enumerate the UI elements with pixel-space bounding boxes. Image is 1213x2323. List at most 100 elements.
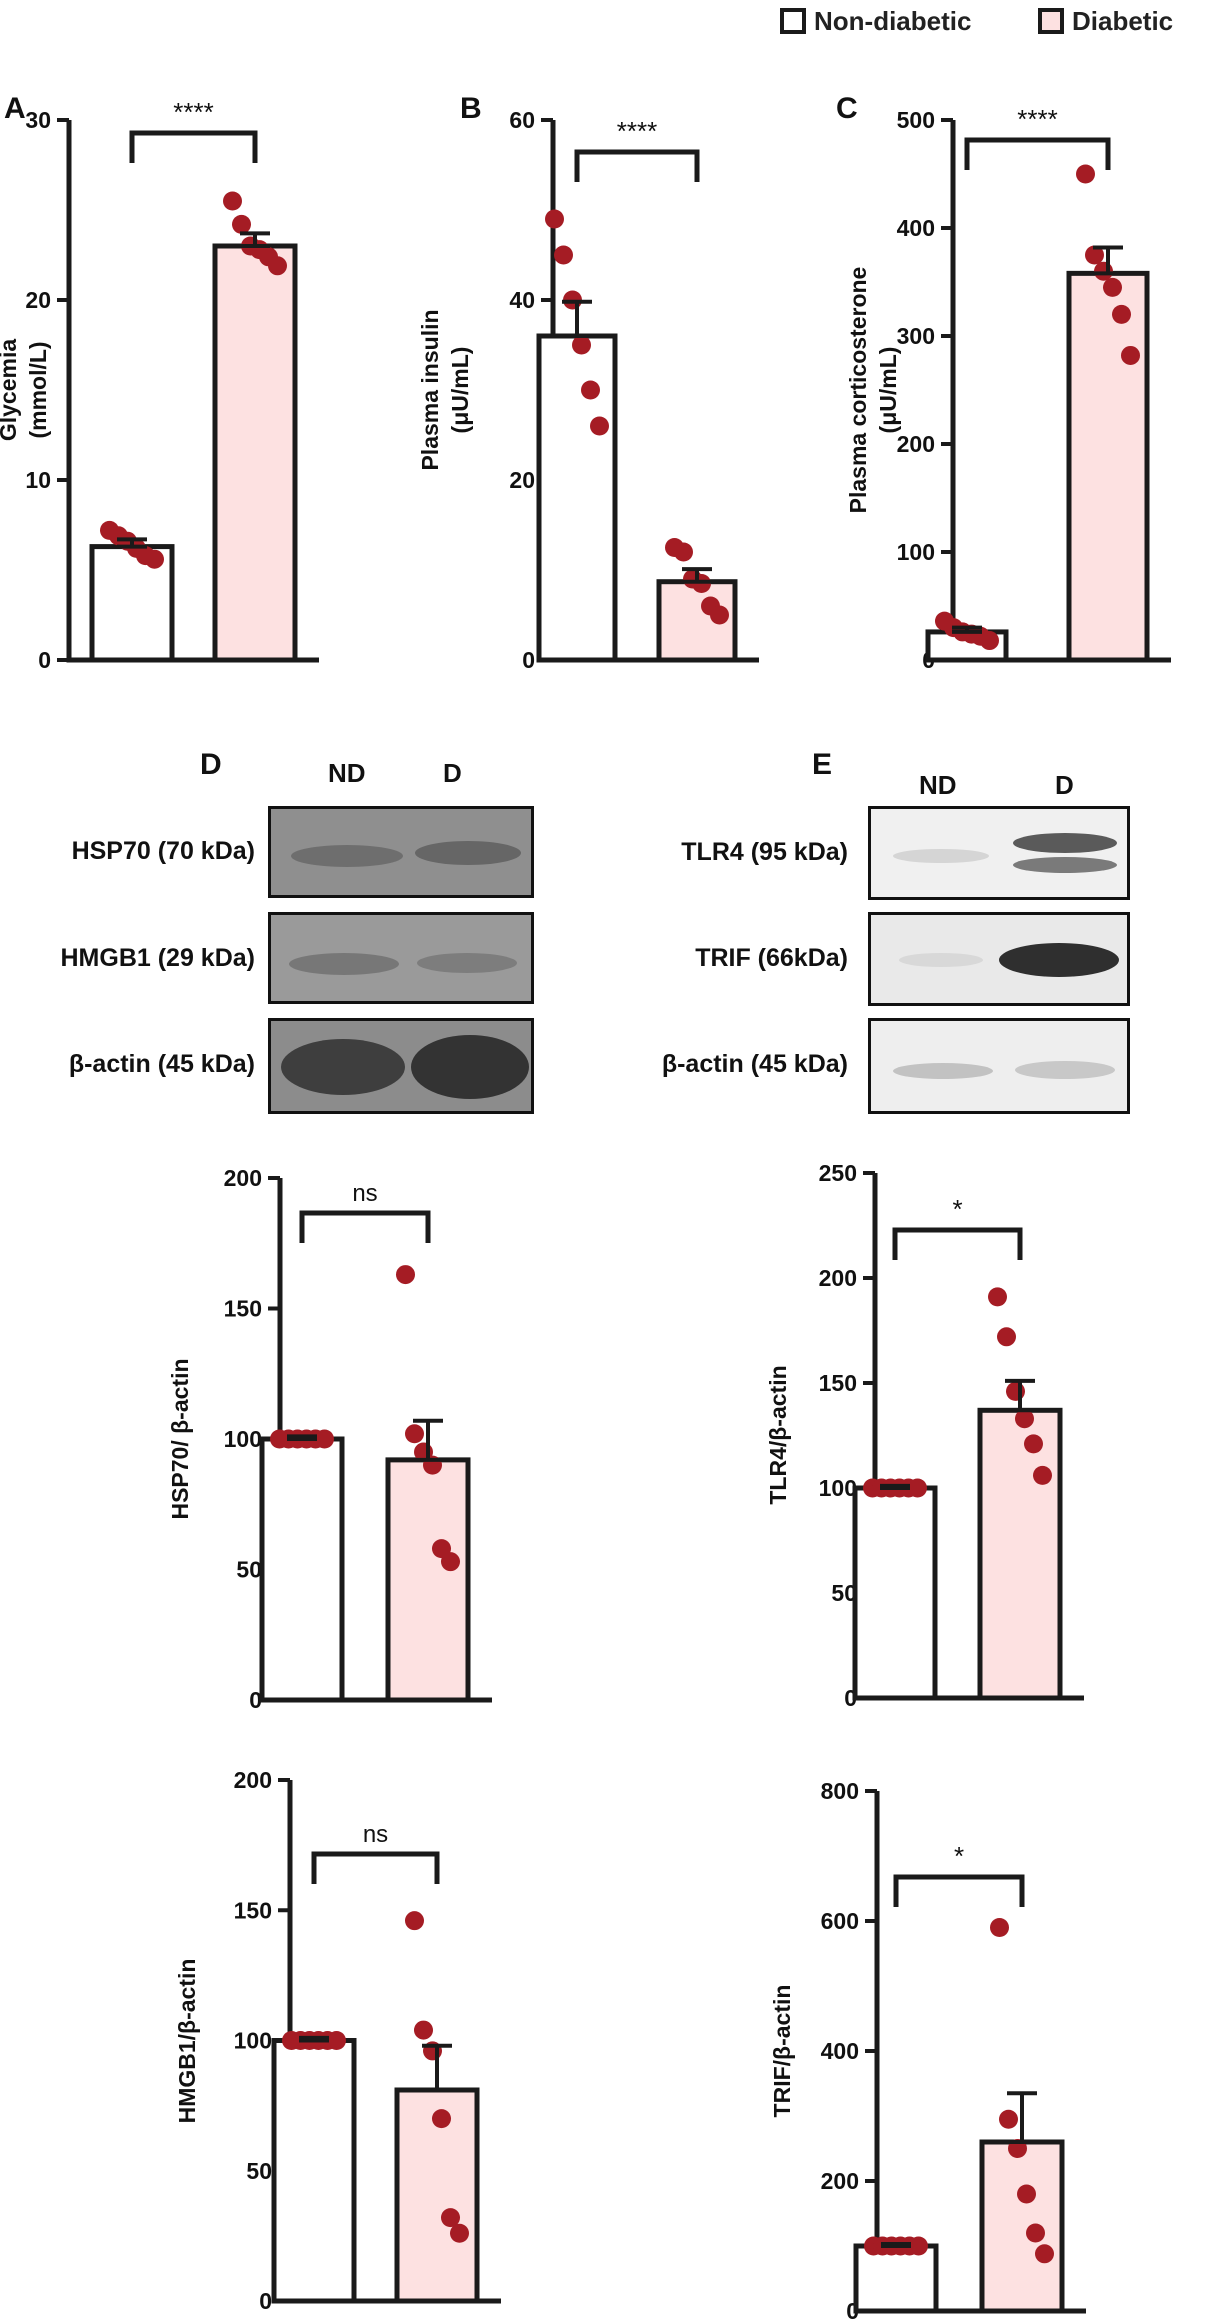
- legend-non-diabetic: Non-diabetic: [780, 4, 971, 38]
- y-axis-label-line-a-1: (mmol/L): [25, 341, 51, 438]
- blot-e-label-trif: TRIF (66kDa): [695, 944, 848, 972]
- y-tick-label-c-3: 300: [897, 323, 935, 349]
- diabetic-label: Diabetic: [1072, 5, 1174, 36]
- bar-tlr4-d: [977, 1407, 1063, 1701]
- bar-trif-d: [979, 2139, 1065, 2314]
- blot-e-actin-image: [868, 1018, 1130, 1114]
- bar-a-d: [212, 243, 298, 663]
- blot-d-hsp70-band-d: [415, 841, 521, 865]
- point-hsp70-nd-5: [315, 1429, 334, 1449]
- non-diabetic-label: Non-diabetic: [814, 5, 972, 36]
- significance-label-b: ****: [617, 116, 657, 146]
- point-a-d-0: [223, 191, 242, 211]
- blot-e-label-actin: β-actin (45 kDa): [661, 1050, 848, 1078]
- point-trif-d-4: [1026, 2223, 1045, 2243]
- point-hmgb1-d-0: [405, 1911, 424, 1931]
- significance-bracket-hmgb1: [311, 1851, 440, 1884]
- y-tick-label-a-2: 20: [25, 287, 51, 313]
- significance-label-hsp70: ns: [352, 1180, 377, 1207]
- blot-d-hsp70-band-nd: [291, 845, 403, 867]
- blot-d-lane-d: D: [443, 758, 462, 788]
- non-diabetic-swatch: [780, 8, 806, 34]
- y-tick-label-b-0: 0: [522, 647, 535, 673]
- point-hsp70-d-5: [441, 1552, 460, 1572]
- point-hmgb1-d-1: [414, 2020, 433, 2040]
- point-b-nd-1: [554, 245, 573, 265]
- blot-e-trif-band-nd: [899, 953, 983, 967]
- point-b-nd-4: [581, 380, 600, 400]
- point-tlr4-d-3: [1015, 1409, 1034, 1429]
- blot-d-actin-band-nd: [281, 1039, 405, 1095]
- point-tlr4-nd-5: [908, 1478, 927, 1498]
- point-tlr4-d-0: [988, 1287, 1007, 1307]
- y-tick-label-c-5: 500: [897, 107, 935, 133]
- point-trif-d-3: [1017, 2184, 1036, 2204]
- y-axis-label-trif: TRIF/β-actin: [769, 1985, 795, 2118]
- blot-e-tlr4-band-nd: [893, 849, 989, 863]
- panel-letter-e: E: [812, 748, 833, 781]
- legend-diabetic: Diabetic: [1038, 4, 1173, 38]
- point-c-d-0: [1076, 164, 1095, 184]
- significance-bracket-c: [964, 137, 1111, 170]
- y-axis-label-line-c-0: Plasma corticosterone: [845, 267, 871, 514]
- point-a-d-1: [232, 214, 251, 234]
- point-b-d-1: [674, 542, 693, 562]
- blot-e-label-tlr4: TLR4 (95 kDa): [681, 838, 848, 866]
- bar-b-nd: [536, 333, 618, 663]
- blot-d-label-hmgb1: HMGB1 (29 kDa): [60, 944, 256, 972]
- panel-letter-a: A: [4, 92, 26, 125]
- blot-e-tlr4-band-d-lower: [1013, 857, 1117, 873]
- y-axis-label-line-b-1: (μU/mL): [447, 347, 473, 434]
- y-axis-label-line-hsp70-0: HSP70/ β-actin: [167, 1358, 193, 1519]
- y-axis-label-hmgb1: HMGB1/β-actin: [174, 1959, 200, 2124]
- y-tick-label-hsp70-4: 200: [224, 1165, 262, 1191]
- y-tick-label-b-2: 40: [509, 287, 535, 313]
- point-c-nd-5: [980, 631, 999, 651]
- point-hmgb1-nd-5: [327, 2031, 346, 2050]
- y-axis-label-line-tlr4-0: TLR4/β-actin: [765, 1365, 791, 1504]
- y-tick-label-a-0: 0: [38, 647, 51, 673]
- y-axis-label-c: Plasma corticosterone (μU/mL): [845, 267, 901, 514]
- blot-e-tlr4-band-d: [1013, 833, 1117, 853]
- y-tick-label-c-1: 100: [897, 539, 935, 565]
- chart-hsp70: 0 50 100 150 200 HSP70/ β-actin ns: [167, 1165, 492, 1713]
- y-tick-label-trif-2: 400: [821, 2038, 859, 2064]
- bar-tlr4-nd: [852, 1485, 938, 1701]
- blot-d-hmgb1-band-nd: [289, 953, 399, 975]
- y-axis-label-line-a-0: Glycemia: [0, 339, 21, 441]
- point-hsp70-d-1: [405, 1424, 424, 1444]
- point-c-d-4: [1112, 304, 1131, 324]
- point-c-d-3: [1103, 277, 1122, 297]
- point-tlr4-d-1: [997, 1327, 1016, 1347]
- point-b-d-5: [710, 605, 729, 625]
- point-trif-nd-5: [909, 2236, 928, 2256]
- y-tick-label-trif-3: 600: [821, 1908, 859, 1934]
- chart-b: 0 20 40 60 Plasma insulin (μU/mL) ****: [417, 107, 759, 673]
- y-tick-label-b-1: 20: [509, 467, 535, 493]
- significance-label-a: ****: [173, 97, 213, 127]
- y-axis-label-b: Plasma insulin (μU/mL): [417, 309, 473, 470]
- y-tick-label-b-3: 60: [509, 107, 535, 133]
- blot-d-hmgb1-band-d: [417, 953, 517, 973]
- point-trif-d-5: [1035, 2244, 1054, 2264]
- panel-letter-d: D: [200, 748, 222, 781]
- chart-a: 0 10 20 30 Glycemia (mmol/L) ****: [0, 97, 319, 673]
- point-a-d-5: [268, 256, 287, 276]
- point-c-d-5: [1121, 345, 1140, 365]
- y-tick-label-tlr4-4: 200: [819, 1265, 857, 1291]
- diabetic-swatch: [1038, 8, 1064, 34]
- panel-letter-c: C: [836, 92, 858, 125]
- y-tick-label-c-2: 200: [897, 431, 935, 457]
- y-axis-label-tlr4: TLR4/β-actin: [765, 1365, 791, 1504]
- point-trif-d-0: [990, 1918, 1009, 1937]
- point-b-nd-3: [572, 335, 591, 355]
- significance-bracket-a: [129, 130, 258, 163]
- y-tick-label-tlr4-5: 250: [819, 1160, 857, 1186]
- significance-label-hmgb1: ns: [363, 1821, 388, 1848]
- y-tick-label-tlr4-3: 150: [819, 1370, 857, 1396]
- significance-label-trif: *: [954, 1841, 964, 1871]
- blot-e-trif-image: [868, 912, 1130, 1006]
- point-b-nd-0: [545, 209, 564, 229]
